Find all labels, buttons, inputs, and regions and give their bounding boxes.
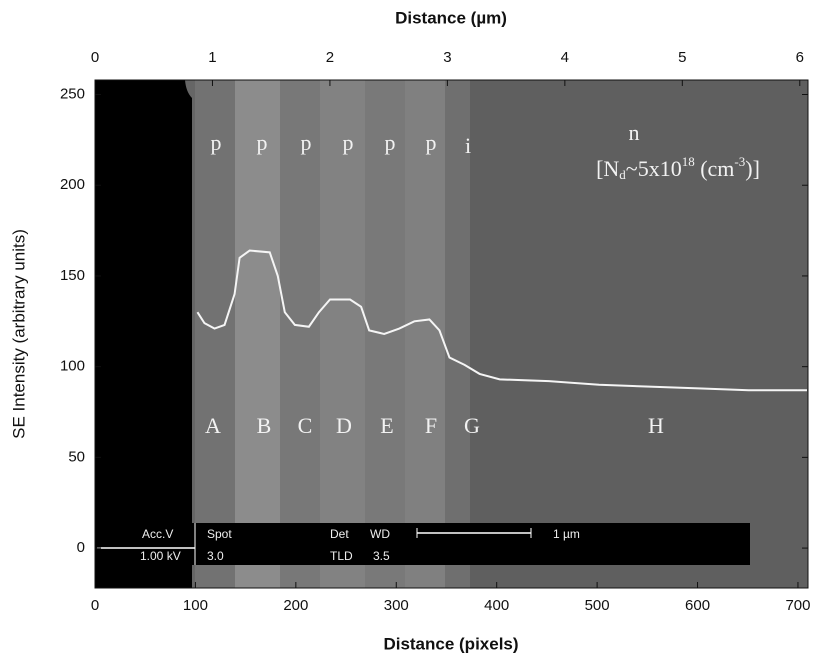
y-tick-label: 50 — [68, 448, 85, 465]
x-tick-label: 200 — [283, 597, 308, 614]
x2-tick-label: 2 — [326, 49, 334, 66]
x-tick-label: 0 — [91, 597, 99, 614]
scale-bar-text: 1 µm — [553, 527, 580, 541]
x2-tick-label: 5 — [678, 49, 686, 66]
region-type: p — [426, 130, 437, 155]
scale-bar-text: 3.0 — [207, 549, 224, 563]
x2-tick-label: 6 — [796, 49, 804, 66]
doping-part: )] — [745, 156, 760, 181]
x2-tick-label: 3 — [443, 49, 451, 66]
region-type: p — [343, 130, 354, 155]
doping-part: d — [619, 167, 626, 182]
x2-tick-label: 0 — [91, 49, 99, 66]
x-tick-label: 300 — [384, 597, 409, 614]
x-tick-label: 500 — [585, 597, 610, 614]
region-letter: C — [298, 413, 313, 438]
x2-tick-label: 4 — [561, 49, 569, 66]
scale-bar-text: 3.5 — [373, 549, 390, 563]
x2-tick-label: 1 — [208, 49, 216, 66]
region-letter: G — [464, 413, 480, 438]
x2-axis-label: Distance (µm) — [395, 8, 507, 27]
y-tick-label: 200 — [60, 176, 85, 193]
region-type: p — [211, 130, 222, 155]
x-tick-label: 100 — [183, 597, 208, 614]
doping-part: ~5x10 — [626, 156, 682, 181]
region-type: i — [465, 133, 471, 158]
region-letter: F — [425, 413, 437, 438]
region-letter: A — [205, 413, 221, 438]
y-axis-label: SE Intensity (arbitrary units) — [9, 229, 28, 439]
region-letter: D — [336, 413, 352, 438]
doping-part: [N — [596, 156, 619, 181]
scale-bar-text: Acc.V — [142, 527, 173, 541]
scale-bar-text: WD — [370, 527, 390, 541]
y-tick-label: 100 — [60, 358, 85, 375]
y-tick-label: 0 — [77, 539, 85, 556]
y-tick-label: 250 — [60, 85, 85, 102]
scale-bar-text: Spot — [207, 527, 232, 541]
x-tick-label: 600 — [685, 597, 710, 614]
x-tick-label: 700 — [785, 597, 810, 614]
region-type: p — [385, 130, 396, 155]
region-letter: B — [257, 413, 272, 438]
sem-image — [95, 80, 808, 588]
region-type: p — [257, 130, 268, 155]
scale-bar-text: TLD — [330, 549, 353, 563]
region-letter: H — [648, 413, 664, 438]
doping-part: (cm — [695, 156, 735, 181]
doping-label: [Nd~5x1018 (cm-3)] — [596, 154, 760, 182]
doping-part: -3 — [734, 154, 745, 169]
y-tick-label: 150 — [60, 267, 85, 284]
scale-bar-text: Det — [330, 527, 349, 541]
scale-bar-text: 1.00 kV — [140, 549, 181, 563]
x-axis-label: Distance (pixels) — [383, 634, 518, 653]
x-tick-label: 400 — [484, 597, 509, 614]
doping-part: 18 — [682, 154, 695, 169]
plot-frame — [94, 79, 809, 589]
region-type: p — [301, 130, 312, 155]
data-line — [196, 249, 807, 392]
region-letter: E — [380, 413, 393, 438]
region-type: n — [629, 120, 640, 145]
